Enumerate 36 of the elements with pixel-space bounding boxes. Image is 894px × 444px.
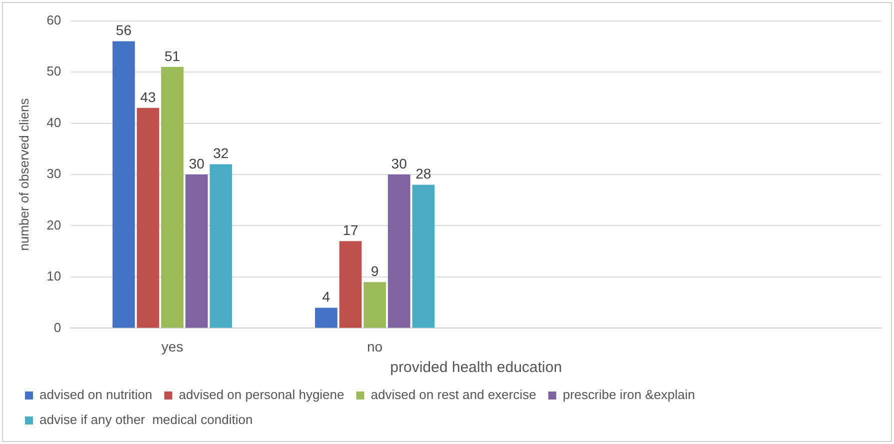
data-label: 17 bbox=[342, 222, 358, 238]
x-axis-title: provided health education bbox=[390, 359, 562, 376]
bar bbox=[388, 174, 410, 328]
data-label: 9 bbox=[370, 262, 379, 279]
legend-label: advise if any other medical condition bbox=[40, 412, 253, 428]
legend-label: prescribe iron &explain bbox=[562, 387, 695, 402]
data-label: 4 bbox=[322, 288, 330, 305]
data-label: 56 bbox=[116, 22, 132, 38]
y-tick-label: 40 bbox=[46, 114, 62, 130]
x-tick-label: yes bbox=[161, 338, 184, 354]
data-label: 28 bbox=[416, 166, 432, 182]
y-tick-label: 30 bbox=[46, 166, 62, 182]
bar bbox=[210, 164, 232, 328]
data-label: 43 bbox=[140, 88, 156, 105]
data-label: 51 bbox=[164, 48, 180, 64]
y-tick-label: 50 bbox=[46, 64, 62, 79]
bar bbox=[185, 174, 208, 328]
data-label: 30 bbox=[188, 155, 205, 172]
data-label: 30 bbox=[391, 155, 408, 172]
bar bbox=[136, 108, 160, 328]
y-tick-label: 60 bbox=[46, 12, 62, 28]
y-tick-label: 10 bbox=[46, 268, 62, 284]
legend-label: advised on nutrition bbox=[40, 387, 152, 402]
bar bbox=[339, 241, 362, 328]
bar bbox=[412, 184, 435, 328]
y-axis-title: number of observed cliens bbox=[16, 98, 32, 251]
bar bbox=[364, 282, 386, 328]
bar bbox=[112, 41, 135, 328]
x-tick-label: no bbox=[367, 338, 383, 354]
data-label: 32 bbox=[213, 145, 229, 162]
legend-label: advised on rest and exercise bbox=[370, 387, 536, 402]
y-tick-label: 0 bbox=[54, 320, 62, 335]
legend-label: advised on personal hygiene bbox=[178, 387, 344, 402]
bar bbox=[161, 66, 184, 328]
bar bbox=[315, 308, 338, 328]
y-tick-label: 20 bbox=[46, 217, 62, 232]
